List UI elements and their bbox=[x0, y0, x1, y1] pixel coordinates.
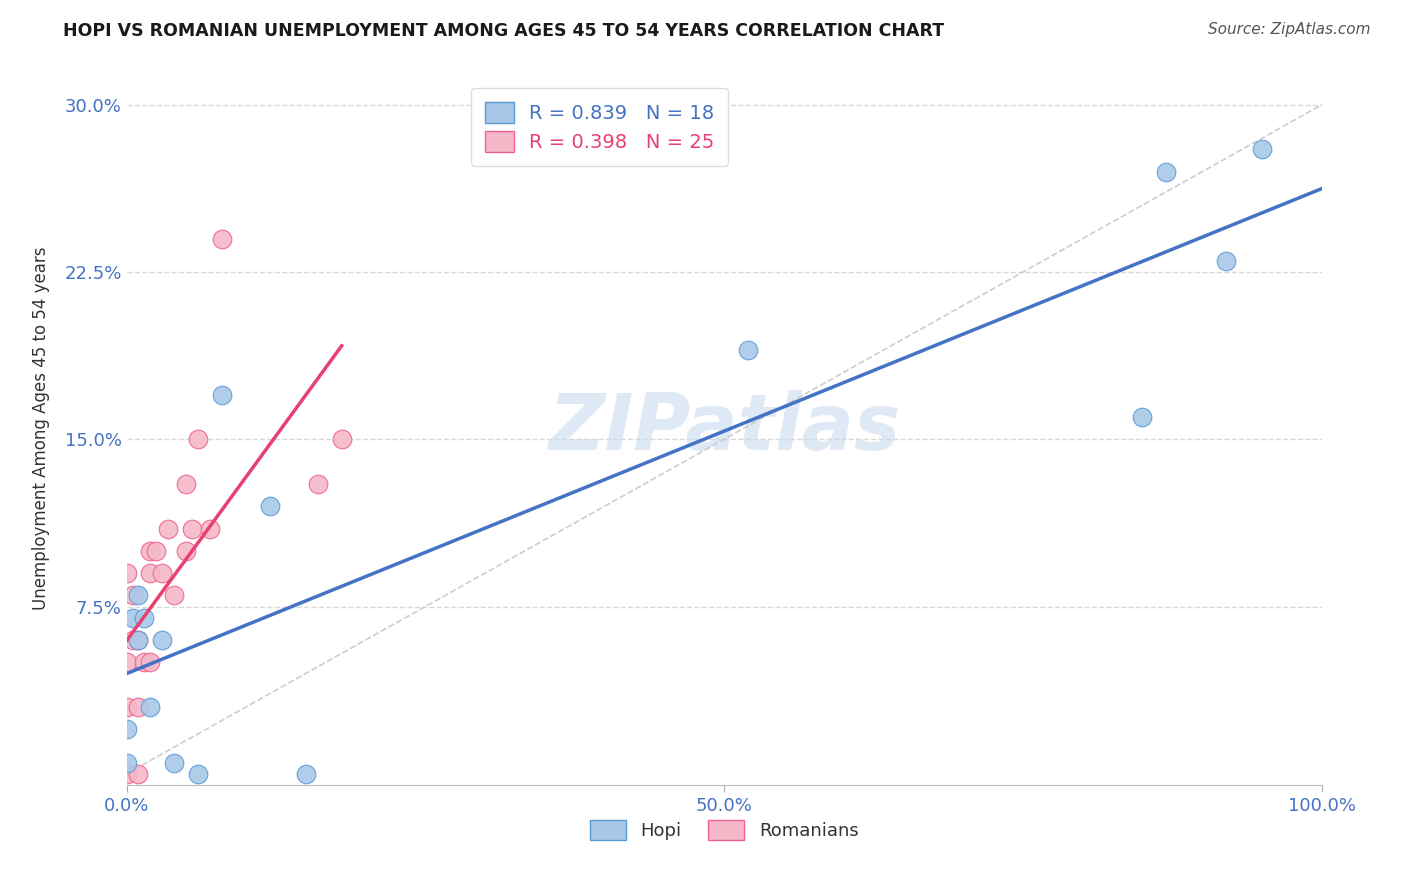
Point bbox=[163, 589, 186, 603]
Point bbox=[115, 723, 138, 737]
Point bbox=[115, 566, 138, 581]
Point bbox=[737, 343, 759, 358]
Point bbox=[330, 433, 353, 447]
Point bbox=[307, 476, 329, 491]
Point bbox=[115, 756, 138, 770]
Point bbox=[157, 521, 180, 535]
Point bbox=[1130, 410, 1153, 425]
Point bbox=[294, 766, 316, 781]
Point bbox=[187, 766, 209, 781]
Point bbox=[127, 766, 149, 781]
Point bbox=[150, 633, 174, 648]
Point bbox=[163, 756, 186, 770]
Point bbox=[1250, 142, 1272, 156]
Point bbox=[211, 387, 233, 401]
Point bbox=[181, 521, 204, 535]
Text: Source: ZipAtlas.com: Source: ZipAtlas.com bbox=[1208, 22, 1371, 37]
Point bbox=[115, 766, 138, 781]
Point bbox=[1215, 254, 1237, 268]
Point bbox=[139, 566, 162, 581]
Text: ZIPatlas: ZIPatlas bbox=[548, 390, 900, 467]
Point bbox=[115, 655, 138, 669]
Point bbox=[127, 633, 149, 648]
Point bbox=[127, 633, 149, 648]
Point bbox=[1154, 164, 1177, 178]
Point bbox=[145, 543, 167, 558]
Y-axis label: Unemployment Among Ages 45 to 54 years: Unemployment Among Ages 45 to 54 years bbox=[32, 246, 51, 610]
Point bbox=[121, 589, 143, 603]
Point bbox=[174, 543, 197, 558]
Point bbox=[187, 433, 209, 447]
Text: HOPI VS ROMANIAN UNEMPLOYMENT AMONG AGES 45 TO 54 YEARS CORRELATION CHART: HOPI VS ROMANIAN UNEMPLOYMENT AMONG AGES… bbox=[63, 22, 945, 40]
Point bbox=[121, 610, 143, 624]
Point bbox=[115, 699, 138, 714]
Point bbox=[121, 633, 143, 648]
Point bbox=[211, 232, 233, 246]
Point bbox=[139, 655, 162, 669]
Point bbox=[200, 521, 222, 535]
Point bbox=[127, 589, 149, 603]
Point bbox=[134, 610, 156, 624]
Point bbox=[150, 566, 174, 581]
Point bbox=[174, 476, 197, 491]
Point bbox=[259, 500, 281, 514]
Point bbox=[139, 543, 162, 558]
Point bbox=[139, 699, 162, 714]
Legend: Hopi, Romanians: Hopi, Romanians bbox=[582, 813, 866, 847]
Point bbox=[134, 655, 156, 669]
Point bbox=[127, 699, 149, 714]
